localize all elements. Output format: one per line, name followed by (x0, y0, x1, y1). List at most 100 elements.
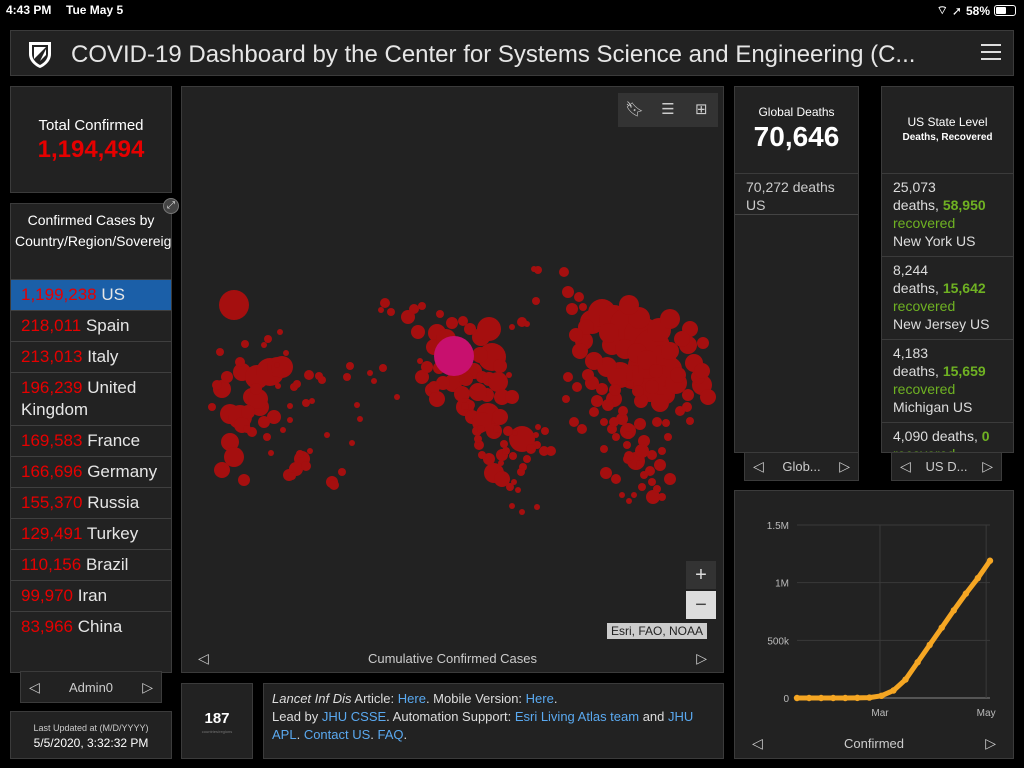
case-bubble[interactable] (652, 417, 662, 427)
case-bubble[interactable] (378, 307, 384, 313)
case-bubble[interactable] (534, 504, 540, 510)
case-bubble[interactable] (421, 361, 433, 373)
case-bubble[interactable] (493, 359, 507, 373)
case-bubble[interactable] (535, 424, 541, 430)
case-bubble[interactable] (612, 433, 620, 441)
case-bubble[interactable] (670, 367, 686, 383)
case-bubble[interactable] (640, 471, 648, 479)
case-bubble[interactable] (488, 372, 508, 392)
confirmed-data-point[interactable] (986, 557, 994, 564)
case-bubble[interactable] (357, 416, 363, 422)
zoom-in-button[interactable]: + (686, 561, 716, 589)
case-bubble[interactable] (541, 427, 549, 435)
us-state-item[interactable]: 4,183 deaths, 15,659 recovered Michigan US (882, 339, 1013, 422)
case-bubble[interactable] (600, 445, 608, 453)
country-list-item[interactable]: 218,011 Spain (11, 310, 171, 341)
case-bubble[interactable] (415, 370, 429, 384)
confirmed-data-point[interactable] (974, 574, 982, 582)
map-prev-icon[interactable]: ◁ (198, 649, 209, 666)
case-bubble[interactable] (469, 383, 487, 401)
chart-prev-icon[interactable]: ◁ (752, 734, 763, 751)
us-state-item[interactable]: 4,090 deaths, 0 recovered (882, 422, 1013, 452)
case-bubble[interactable] (546, 446, 556, 456)
case-bubble[interactable] (658, 447, 666, 455)
case-bubble[interactable] (638, 483, 646, 491)
case-bubble[interactable] (623, 441, 631, 449)
hamburger-menu-icon[interactable] (981, 44, 1001, 62)
case-bubble[interactable] (636, 460, 644, 468)
case-bubble[interactable] (277, 329, 283, 335)
case-bubble[interactable] (500, 440, 508, 448)
case-bubble[interactable] (609, 417, 619, 427)
case-bubble[interactable] (409, 304, 419, 314)
confirmed-data-point[interactable] (805, 694, 813, 702)
case-bubble[interactable] (446, 317, 458, 329)
country-list-item[interactable]: 169,583 France (11, 425, 171, 456)
living-atlas-link[interactable]: Esri Living Atlas team (514, 709, 640, 724)
case-bubble[interactable] (477, 317, 501, 341)
admin-prev-icon[interactable]: ◁ (29, 678, 40, 695)
case-bubble[interactable] (611, 474, 621, 484)
case-bubble[interactable] (589, 407, 599, 417)
case-bubble[interactable] (619, 295, 639, 315)
case-bubble[interactable] (304, 370, 314, 380)
case-bubble[interactable] (250, 383, 262, 395)
confirmed-data-point[interactable] (926, 641, 933, 649)
case-bubble[interactable] (301, 461, 311, 471)
case-bubble[interactable] (263, 433, 271, 441)
case-bubble[interactable] (324, 432, 330, 438)
case-bubble[interactable] (585, 352, 603, 370)
case-bubble[interactable] (632, 385, 644, 397)
case-bubble[interactable] (634, 394, 648, 408)
contact-us-link[interactable]: Contact US (303, 727, 371, 742)
case-bubble[interactable] (509, 452, 517, 460)
case-bubble[interactable] (461, 402, 469, 410)
case-bubble[interactable] (243, 425, 251, 433)
country-list-item[interactable]: 83,966 China (11, 611, 171, 642)
case-bubble[interactable] (596, 383, 608, 395)
case-bubble[interactable] (506, 372, 512, 378)
case-bubble[interactable] (493, 425, 501, 433)
case-bubble[interactable] (559, 267, 569, 277)
case-bubble[interactable] (619, 492, 625, 498)
case-bubble[interactable] (566, 303, 578, 315)
case-bubble[interactable] (214, 462, 230, 478)
country-list-item[interactable]: 129,491 Turkey (11, 518, 171, 549)
case-bubble[interactable] (380, 298, 390, 308)
legend-list-icon[interactable]: ☰ (661, 101, 675, 118)
case-bubble[interactable] (296, 450, 304, 458)
global-deaths-entry[interactable]: 70,272 deaths US (735, 173, 858, 215)
case-bubble[interactable] (517, 468, 525, 476)
case-bubble[interactable] (477, 425, 485, 433)
jhu-apl-link[interactable]: JHU APL (272, 709, 694, 742)
country-list-item[interactable]: 196,239 United Kingdom (11, 372, 171, 425)
case-bubble[interactable] (674, 331, 690, 347)
case-bubble[interactable] (523, 455, 531, 463)
case-bubble[interactable] (338, 468, 346, 476)
case-bubble[interactable] (343, 373, 351, 381)
case-bubble[interactable] (478, 451, 486, 459)
case-bubble[interactable] (503, 426, 513, 436)
case-bubble[interactable] (238, 474, 250, 486)
case-bubble[interactable] (591, 395, 603, 407)
case-bubble[interactable] (647, 450, 657, 460)
case-bubble[interactable] (371, 378, 377, 384)
case-bubble[interactable] (418, 302, 426, 310)
confirmed-data-point[interactable] (793, 694, 801, 702)
case-bubble[interactable] (307, 448, 313, 454)
case-bubble[interactable] (283, 350, 289, 356)
case-bubble[interactable] (429, 391, 445, 407)
case-bubble[interactable] (661, 342, 679, 360)
confirmed-data-point[interactable] (866, 694, 873, 701)
case-bubble[interactable] (349, 440, 355, 446)
case-bubble[interactable] (498, 460, 504, 466)
jhu-csse-link[interactable]: JHU CSSE (321, 709, 387, 724)
confirmed-data-point[interactable] (890, 687, 897, 694)
case-bubble[interactable] (682, 389, 694, 401)
case-bubble[interactable] (626, 380, 634, 388)
basemap-gallery-icon[interactable]: ⊞ (695, 101, 708, 118)
case-bubble[interactable] (354, 402, 360, 408)
case-bubble[interactable] (574, 292, 584, 302)
expand-icon[interactable]: ⤢ (163, 198, 179, 214)
case-bubble[interactable] (224, 447, 244, 467)
